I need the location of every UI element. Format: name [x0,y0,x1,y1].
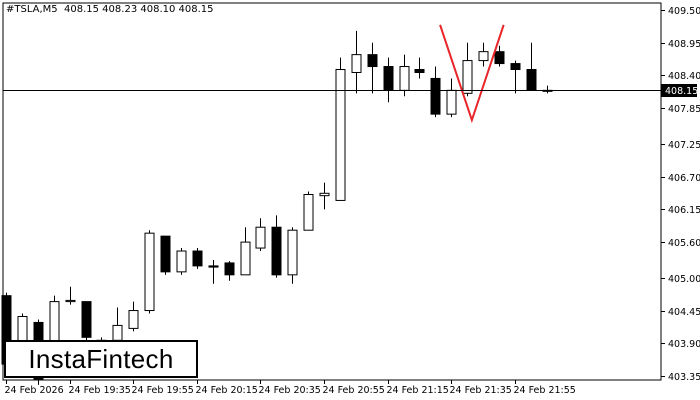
candle-body [192,250,203,267]
current-price-tag [661,84,697,97]
candle-body [335,69,346,201]
time-tick-label: 24 Feb 20:55 [323,385,385,396]
candle-body [478,51,489,62]
candle-body [494,51,505,65]
price-tick-label: 405.60 [668,238,700,249]
candle-body [351,54,362,73]
price-tick-label: 409.50 [668,6,700,17]
candle-body [144,232,155,312]
ohlc-readout: 408.15 408.23 408.10 408.15 [64,4,214,15]
candle-body [128,310,139,329]
candle-body [462,60,473,94]
time-tick-label: 24 Feb 21:55 [514,385,576,396]
price-tick-label: 406.15 [668,205,700,216]
candle-body [81,301,92,338]
time-tick-label: 24 Feb 21:15 [387,385,449,396]
candle-body [65,299,76,303]
candle-body [526,69,537,91]
candle-body [240,241,251,276]
price-tick-label: 403.90 [668,339,700,350]
candle-body [510,63,521,71]
candle-body [414,69,425,73]
candle-body [430,77,441,115]
price-tick-label: 406.70 [668,173,700,184]
candle-body [160,235,171,273]
candle-body [303,193,314,231]
price-tick-label: 407.85 [668,104,700,115]
candle-body [446,89,457,115]
symbol-label: #TSLA,M5 [6,4,58,15]
time-tick-label: 24 Feb 2026 [5,385,64,396]
time-tick-label: 24 Feb 20:35 [259,385,321,396]
time-tick-label: 24 Feb 19:35 [69,385,131,396]
candle-body [176,250,187,273]
price-tick-label: 408.40 [668,71,700,82]
time-tick-label: 24 Feb 20:15 [196,385,258,396]
price-tick-label: 403.35 [668,372,700,383]
price-tick-label: 408.95 [668,39,700,50]
price-tick-label: 404.45 [668,307,700,318]
candle-body [319,192,330,197]
time-tick-label: 24 Feb 21:35 [450,385,512,396]
plot-frame [2,2,662,381]
brand-logo: InstaFintech [4,340,198,378]
double-top-pattern-line [439,24,505,124]
price-tick-label: 407.25 [668,140,700,151]
candle-body [208,265,219,268]
candle-body [255,226,266,249]
candle-body [383,66,394,91]
time-tick-label: 24 Feb 19:55 [132,385,194,396]
brand-logo-text: InstaFintech [28,343,174,374]
candle-body [112,324,123,341]
candle-body [287,229,298,276]
candle-body [367,54,378,68]
candle-body [399,66,410,91]
candle-body [224,262,235,276]
price-tick-label: 405.00 [668,274,700,285]
chart-header: #TSLA,M5 408.15 408.23 408.10 408.15 [6,4,214,15]
current-price-tag-label: 408.15 [665,86,698,97]
candle-body [271,226,282,276]
